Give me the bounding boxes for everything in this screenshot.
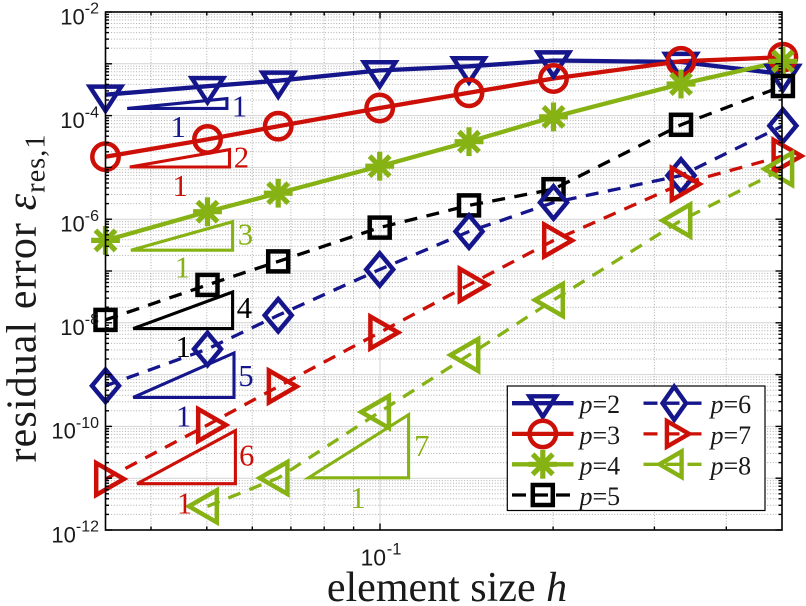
svg-text:6: 6 (239, 439, 254, 473)
svg-text:p=6: p=6 (709, 390, 752, 419)
svg-text:1: 1 (173, 169, 188, 203)
svg-text:p=2: p=2 (578, 390, 621, 419)
svg-text:5: 5 (238, 359, 253, 393)
svg-text:2: 2 (234, 140, 249, 174)
svg-text:p=5: p=5 (578, 482, 621, 511)
svg-text:3: 3 (238, 218, 253, 252)
svg-text:element size h: element size h (327, 565, 567, 606)
svg-text:1: 1 (232, 89, 247, 123)
svg-text:p=7: p=7 (709, 421, 752, 450)
svg-text:10-10: 10-10 (51, 415, 99, 444)
svg-text:10-2: 10-2 (60, 1, 99, 30)
svg-text:p=3: p=3 (578, 421, 621, 450)
svg-text:10-8: 10-8 (60, 312, 99, 341)
svg-text:1: 1 (175, 251, 190, 285)
svg-text:1: 1 (171, 110, 186, 144)
svg-text:1: 1 (176, 400, 191, 434)
svg-text:10-6: 10-6 (60, 208, 99, 237)
svg-text:1: 1 (350, 481, 365, 515)
svg-text:p=8: p=8 (709, 451, 752, 480)
svg-text:10-12: 10-12 (51, 519, 99, 548)
svg-text:-1: -1 (387, 541, 402, 559)
svg-text:7: 7 (414, 429, 429, 463)
svg-text:1: 1 (177, 486, 192, 520)
svg-text:4: 4 (237, 291, 252, 325)
svg-text:10: 10 (361, 545, 387, 571)
svg-text:1: 1 (176, 330, 191, 364)
svg-text:p=4: p=4 (578, 451, 621, 480)
svg-text:10-4: 10-4 (60, 104, 99, 133)
